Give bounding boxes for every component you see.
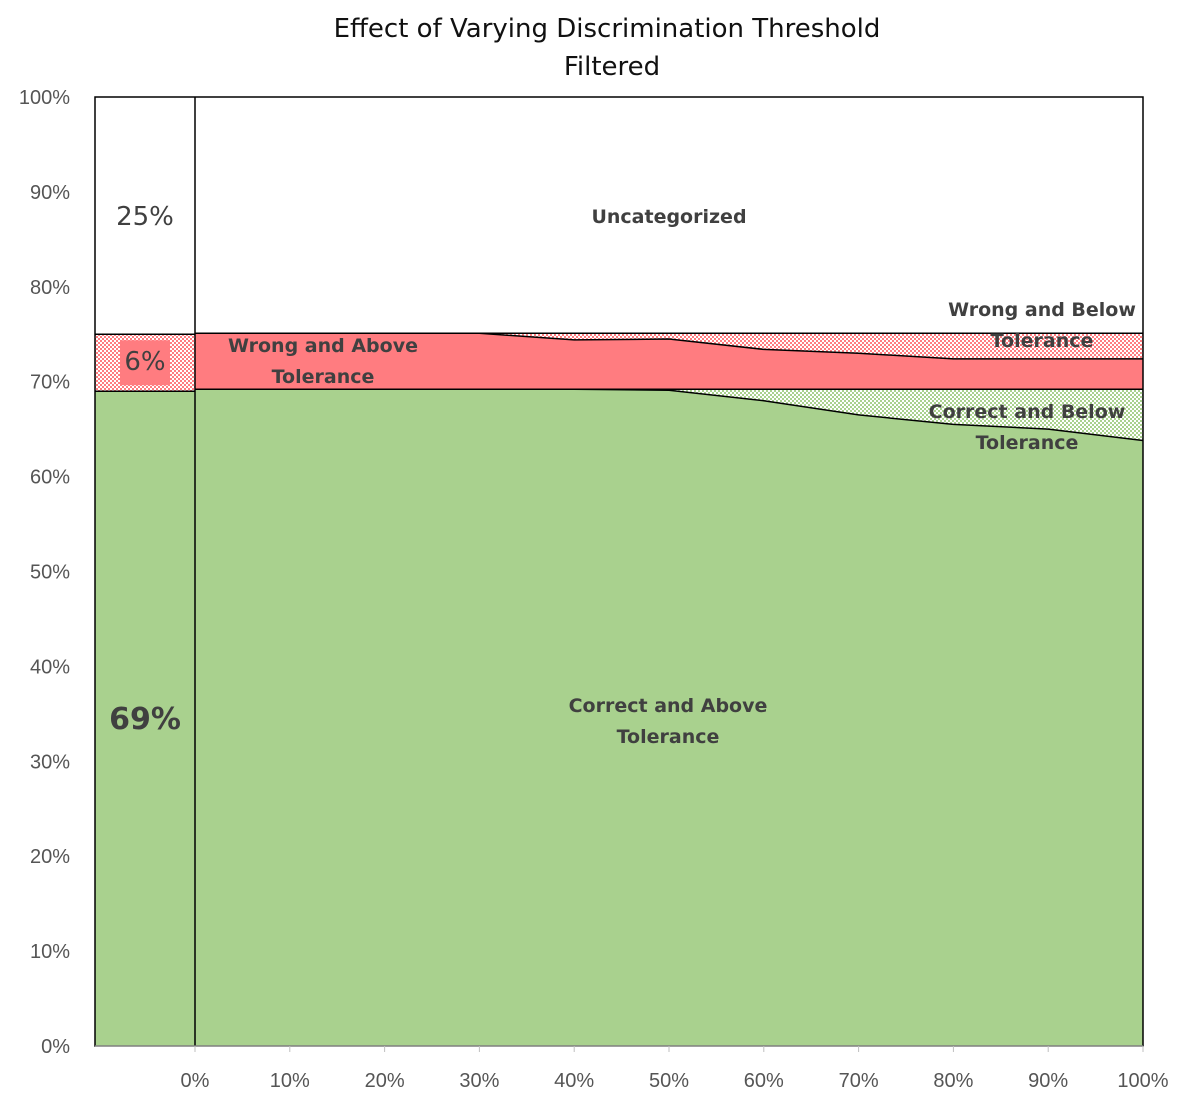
y-tick-label: 20% — [30, 846, 70, 868]
region-label-line: Uncategorized — [591, 206, 746, 228]
y-tick-label: 90% — [30, 182, 70, 204]
x-tick-label: 20% — [365, 1070, 405, 1092]
x-axis-tick-labels: 0% 10% 20% 30% 40% 50% 60% 70% 80% 90% 100% — [181, 1070, 1169, 1092]
area-wrong-and-above-tolerance — [195, 333, 1143, 390]
region-label-wrong-and-above-tolerance: Wrong and Above Tolerance — [228, 335, 418, 388]
area-correct-and-above-tolerance — [195, 389, 1143, 1046]
baseline-labels: 69% 6% 25% — [109, 202, 181, 737]
stacked-areas — [195, 97, 1143, 1046]
x-tick-label: 70% — [839, 1070, 879, 1092]
chart-title: Effect of Varying Discrimination Thresho… — [334, 14, 881, 44]
region-label-line: Wrong and Below — [948, 299, 1136, 321]
x-tick-label: 60% — [744, 1070, 784, 1092]
x-tick-label: 80% — [933, 1070, 973, 1092]
region-label-line: Tolerance — [272, 366, 375, 388]
area-uncategorized — [195, 97, 1143, 334]
y-tick-label: 60% — [30, 467, 70, 489]
region-label-line: Tolerance — [976, 432, 1079, 454]
baseline-label-0: 69% — [109, 702, 181, 737]
x-tick-label: 30% — [459, 1070, 499, 1092]
area-correct-and-below-tolerance — [195, 389, 1143, 441]
x-tick-label: 10% — [270, 1070, 310, 1092]
region-label-correct-and-above-tolerance: Correct and Above Tolerance — [569, 695, 768, 748]
y-tick-label: 40% — [30, 656, 70, 678]
baseline-label-2: 25% — [116, 202, 174, 232]
y-tick-label: 100% — [19, 87, 70, 109]
region-label-wrong-and-below-tolerance: Wrong and Below Tolerance — [948, 299, 1136, 352]
y-tick-label: 70% — [30, 372, 70, 394]
area-wrong-and-below-tolerance — [195, 333, 1143, 359]
baseline-segment-inner — [120, 340, 170, 386]
x-tick-label: 50% — [649, 1070, 689, 1092]
y-tick-label: 50% — [30, 562, 70, 584]
x-tick-label: 90% — [1028, 1070, 1068, 1092]
baseline-segment-2 — [95, 97, 195, 335]
y-tick-label: 10% — [30, 941, 70, 963]
x-tick-label: 40% — [554, 1070, 594, 1092]
y-tick-label: 30% — [30, 751, 70, 773]
region-label-line: Tolerance — [991, 330, 1094, 352]
y-tick-label: 80% — [30, 277, 70, 299]
region-label-line: Wrong and Above — [228, 335, 418, 357]
x-tick-label: 100% — [1117, 1070, 1168, 1092]
baseline-column — [95, 97, 195, 1046]
baseline-segment-0 — [95, 391, 195, 1046]
region-label-uncategorized: Uncategorized — [591, 206, 746, 228]
area-boundary-lines — [95, 332, 1144, 442]
chart-subtitle: Filtered — [564, 52, 660, 82]
y-axis-tick-labels: 0% 10% 20% 30% 40% 50% 60% 70% 80% 90% 100% — [19, 87, 70, 1058]
region-label-correct-and-below-tolerance: Correct and Below Tolerance — [929, 401, 1126, 454]
baseline-label-1: 6% — [124, 347, 165, 377]
y-tick-label: 0% — [41, 1036, 70, 1058]
region-label-line: Correct and Above — [569, 695, 768, 717]
plot-frame — [94, 96, 1144, 1052]
x-tick-label: 0% — [181, 1070, 210, 1092]
region-label-line: Tolerance — [617, 726, 720, 748]
region-label-line: Correct and Below — [929, 401, 1126, 423]
